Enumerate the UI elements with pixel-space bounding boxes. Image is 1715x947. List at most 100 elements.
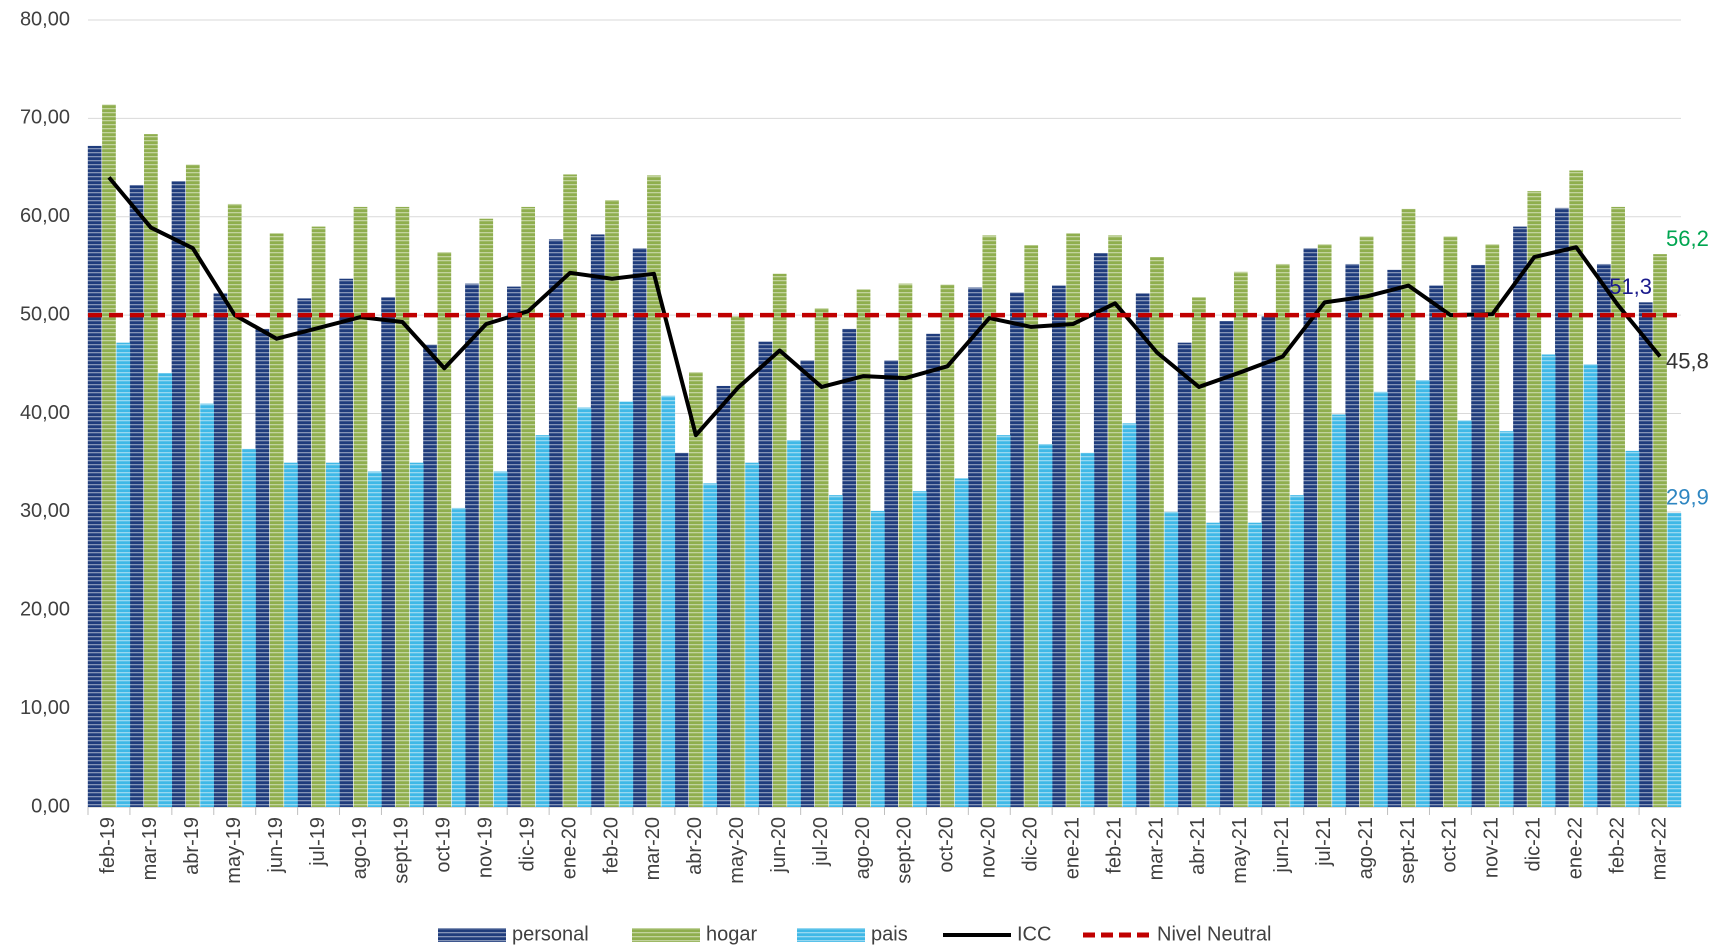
bar — [1275, 263, 1290, 808]
bar — [521, 206, 536, 808]
x-tick-label: dic-19 — [516, 817, 538, 871]
y-tick-label: 20,00 — [20, 599, 70, 621]
bar — [535, 435, 550, 807]
bar — [185, 164, 200, 807]
bar — [102, 104, 116, 808]
bar — [144, 134, 158, 808]
y-tick-label: 80,00 — [20, 8, 70, 30]
y-tick-label: 60,00 — [20, 205, 70, 227]
bar — [829, 495, 843, 807]
legend-label: Nivel Neutral — [1157, 923, 1271, 945]
bar — [1332, 414, 1346, 807]
y-tick-label: 50,00 — [20, 303, 70, 325]
x-tick-label: feb-21 — [1103, 817, 1125, 874]
bar — [1080, 452, 1095, 807]
bar — [940, 284, 955, 807]
x-tick-label: mar-21 — [1145, 817, 1167, 880]
bar — [437, 252, 452, 808]
bar — [548, 239, 563, 808]
x-tick-label: sept-19 — [391, 817, 413, 884]
bar — [1555, 207, 1569, 808]
x-tick-label: dic-21 — [1523, 817, 1545, 871]
bar — [1219, 321, 1234, 807]
y-tick-label: 40,00 — [20, 402, 70, 424]
bar — [730, 316, 745, 807]
bar — [605, 200, 619, 807]
y-tick-label: 0,00 — [31, 795, 70, 817]
x-tick-label: abr-20 — [684, 817, 706, 875]
bar — [814, 308, 829, 807]
legend-label: pais — [871, 923, 908, 945]
x-tick-label: ene-22 — [1564, 817, 1586, 879]
bar — [758, 341, 773, 807]
bar — [632, 248, 647, 808]
bar — [1653, 254, 1667, 807]
bar — [1569, 170, 1584, 808]
legend-label: personal — [512, 923, 589, 945]
bar — [787, 440, 801, 807]
bar — [507, 286, 521, 807]
x-tick-label: nov-20 — [978, 817, 1000, 878]
bar — [1108, 235, 1122, 807]
x-tick-label: oct-21 — [1439, 817, 1461, 873]
legend-label: hogar — [706, 923, 757, 945]
bar — [1471, 264, 1485, 807]
bar — [842, 328, 857, 807]
bar — [213, 293, 228, 807]
bar — [800, 360, 815, 807]
bar — [116, 342, 131, 807]
bar — [227, 203, 242, 807]
bar — [1596, 263, 1611, 808]
bar — [479, 218, 494, 807]
bar — [563, 174, 577, 808]
value-label: 45,8 — [1666, 348, 1709, 373]
bar — [1248, 522, 1262, 807]
bar — [1374, 391, 1388, 807]
bar — [590, 234, 605, 807]
legend-swatch — [797, 928, 865, 942]
bar — [1150, 257, 1164, 807]
x-tick-label: feb-22 — [1606, 817, 1628, 874]
bar — [381, 297, 395, 807]
x-tick-label: ago-19 — [349, 817, 371, 879]
bar — [326, 462, 340, 807]
bar — [1499, 431, 1514, 807]
bar — [647, 175, 661, 807]
bar — [465, 283, 479, 807]
bar — [1206, 522, 1221, 807]
bar — [898, 283, 913, 807]
bar — [1024, 245, 1039, 807]
y-tick-label: 10,00 — [20, 697, 70, 719]
value-label: 56,2 — [1666, 226, 1709, 251]
legend-label: ICC — [1017, 923, 1051, 945]
bar — [1443, 236, 1458, 808]
bar — [1051, 285, 1066, 807]
value-label: 29,9 — [1666, 485, 1709, 510]
bar — [171, 181, 186, 807]
bar — [200, 403, 214, 807]
bar — [284, 462, 298, 807]
bar — [1093, 253, 1108, 807]
bar — [1485, 244, 1500, 808]
x-tick-label: jul-20 — [810, 817, 832, 867]
bar — [1192, 297, 1206, 807]
bar — [493, 471, 508, 807]
y-tick-label: 70,00 — [20, 107, 70, 129]
y-tick-label: 30,00 — [20, 500, 70, 522]
x-tick-label: may-20 — [726, 817, 748, 884]
bar — [1667, 512, 1682, 807]
bar — [661, 395, 676, 807]
x-tick-label: dic-20 — [1020, 817, 1042, 871]
bar — [158, 373, 173, 807]
x-tick-label: feb-19 — [97, 817, 119, 874]
x-tick-label: mar-22 — [1648, 817, 1670, 880]
bar — [1164, 511, 1179, 807]
x-tick-label: ago-20 — [852, 817, 874, 879]
bar — [703, 483, 718, 807]
bar — [1625, 450, 1640, 807]
bar — [982, 235, 997, 807]
bar — [577, 407, 592, 807]
x-tick-label: abr-19 — [181, 817, 203, 875]
x-tick-label: may-21 — [1229, 817, 1251, 884]
